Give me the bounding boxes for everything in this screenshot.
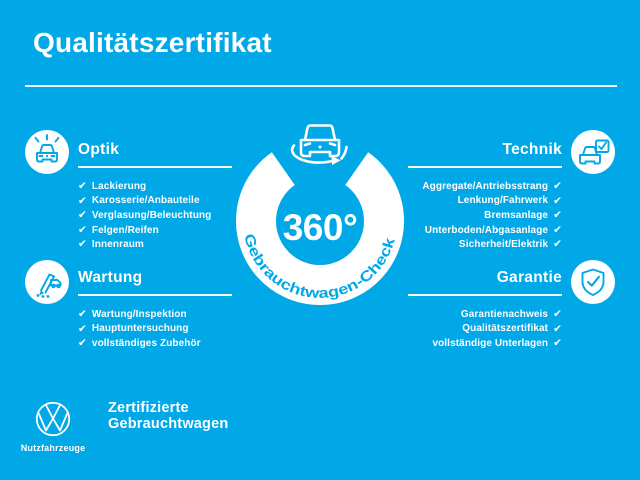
shield-check-icon bbox=[581, 268, 605, 296]
check-icon: ✔ bbox=[78, 209, 87, 222]
wartung-list: ✔ Wartung/Inspektion ✔ Hauptuntersuchung ✔… bbox=[78, 307, 232, 351]
section-technik: Technik Aggregate/Antriebsstrang ✔ Lenkun… bbox=[408, 141, 562, 252]
tagline-line1: Zertifizierte bbox=[108, 400, 189, 416]
item-label: Sicherheit/Elektrik bbox=[458, 239, 549, 251]
item-label: Bremsanlage bbox=[484, 209, 549, 221]
check-item: Qualitätszertifikat ✔ bbox=[408, 322, 562, 337]
check-item: ✔ Verglasung/Beleuchtung bbox=[78, 208, 232, 223]
optik-list: ✔ Lackierung ✔ Karosserie/Anbauteile ✔ Verg… bbox=[78, 179, 232, 252]
garantie-list: Garantienachweis ✔ Qualitätszertifikat ✔ v… bbox=[408, 307, 562, 351]
check-icon: ✔ bbox=[553, 209, 562, 222]
item-label: Lackierung bbox=[91, 180, 147, 192]
section-title-wartung: Wartung bbox=[78, 269, 232, 296]
section-optik: Optik ✔ Lackierung ✔ Karosserie/Anbauteile… bbox=[78, 141, 232, 252]
check-icon: ✔ bbox=[78, 194, 87, 207]
check-icon: ✔ bbox=[553, 194, 562, 207]
item-label: Aggregate/Antriebsstrang bbox=[422, 180, 549, 192]
check-item: ✔ Hauptuntersuchung bbox=[78, 322, 232, 337]
check-item: ✔ Felgen/Reifen bbox=[78, 223, 232, 238]
check-item: Unterboden/Abgasanlage ✔ bbox=[408, 223, 562, 238]
check-icon: ✔ bbox=[78, 223, 87, 236]
pencil-vehicle-icon bbox=[36, 273, 62, 298]
check-icon: ✔ bbox=[553, 322, 562, 335]
section-title-garantie: Garantie bbox=[408, 269, 562, 296]
car-shine-icon bbox=[34, 134, 60, 163]
check-item: Bremsanlage ✔ bbox=[408, 208, 562, 223]
item-label: Hauptuntersuchung bbox=[91, 323, 189, 335]
check-item: Garantienachweis ✔ bbox=[408, 307, 562, 322]
degree-label: 360° bbox=[283, 207, 358, 248]
check-icon: ✔ bbox=[78, 308, 87, 321]
page-title: Qualitätszertifikat bbox=[33, 27, 272, 58]
check-item: Lenkung/Fahrwerk ✔ bbox=[408, 194, 562, 209]
check-item: ✔ vollständiges Zubehör bbox=[78, 336, 232, 351]
car-checklist-icon bbox=[579, 139, 610, 165]
check-icon: ✔ bbox=[553, 223, 562, 236]
check-icon: ✔ bbox=[78, 238, 87, 251]
item-label: Felgen/Reifen bbox=[91, 224, 159, 236]
check-icon: ✔ bbox=[78, 180, 87, 193]
360-check-emblem: 360° Gebrauchtwagen-Check bbox=[236, 124, 404, 305]
item-label: Lenkung/Fahrwerk bbox=[457, 195, 549, 207]
section-garantie: Garantie Garantienachweis ✔ Qualitätszert… bbox=[408, 269, 562, 351]
check-icon: ✔ bbox=[553, 308, 562, 321]
ring-shape bbox=[236, 152, 404, 305]
check-item: ✔ Karosserie/Anbauteile bbox=[78, 194, 232, 209]
brand-label: Nutzfahrzeuge bbox=[20, 443, 86, 453]
item-label: vollständige Unterlagen bbox=[432, 337, 549, 349]
section-wartung: Wartung ✔ Wartung/Inspektion ✔ Hauptunters… bbox=[78, 269, 232, 351]
section-title-optik: Optik bbox=[78, 141, 232, 168]
item-label: Garantienachweis bbox=[460, 308, 549, 320]
section-title-technik: Technik bbox=[408, 141, 562, 168]
wartung-icon-badge bbox=[25, 260, 69, 304]
check-item: ✔ Wartung/Inspektion bbox=[78, 307, 232, 322]
check-icon: ✔ bbox=[78, 322, 87, 335]
check-item: ✔ Innenraum bbox=[78, 237, 232, 252]
optik-icon-badge bbox=[25, 130, 69, 174]
check-icon: ✔ bbox=[553, 180, 562, 193]
check-icon: ✔ bbox=[553, 337, 562, 350]
technik-icon-badge bbox=[571, 130, 615, 174]
item-label: Unterboden/Abgasanlage bbox=[424, 224, 549, 236]
check-item: Aggregate/Antriebsstrang ✔ bbox=[408, 179, 562, 194]
technik-list: Aggregate/Antriebsstrang ✔ Lenkung/Fahrwe… bbox=[408, 179, 562, 252]
check-icon: ✔ bbox=[553, 238, 562, 251]
item-label: Qualitätszertifikat bbox=[462, 323, 549, 335]
item-label: Innenraum bbox=[91, 239, 144, 251]
check-icon: ✔ bbox=[78, 337, 87, 350]
garantie-icon-badge bbox=[571, 260, 615, 304]
check-item: ✔ Lackierung bbox=[78, 179, 232, 194]
tagline: Zertifizierte Gebrauchtwagen bbox=[108, 400, 229, 432]
item-label: Verglasung/Beleuchtung bbox=[91, 209, 212, 221]
title-divider bbox=[25, 85, 617, 87]
check-item: vollständige Unterlagen ✔ bbox=[408, 336, 562, 351]
car-360-icon bbox=[290, 124, 348, 165]
vw-logo bbox=[35, 401, 71, 437]
tagline-line2: Gebrauchtwagen bbox=[108, 415, 229, 432]
item-label: Wartung/Inspektion bbox=[91, 308, 187, 320]
item-label: vollständiges Zubehör bbox=[91, 337, 201, 349]
check-item: Sicherheit/Elektrik ✔ bbox=[408, 237, 562, 252]
item-label: Karosserie/Anbauteile bbox=[91, 195, 200, 207]
